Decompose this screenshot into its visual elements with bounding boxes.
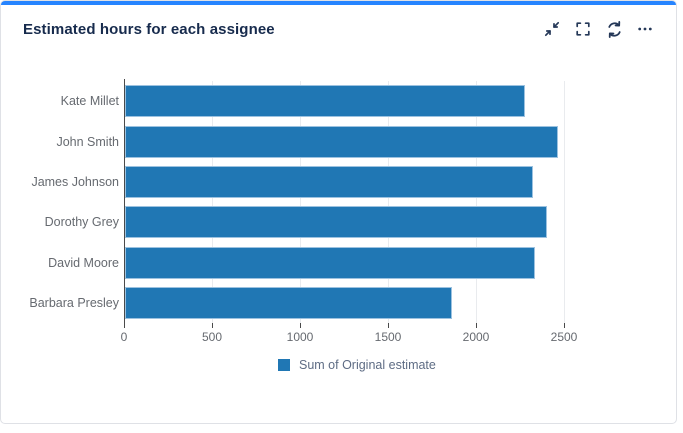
gridline xyxy=(212,81,213,323)
x-axis-tick xyxy=(564,323,565,328)
legend-swatch xyxy=(278,359,290,371)
x-axis-tick-label: 2500 xyxy=(550,330,578,344)
x-axis-tick xyxy=(476,323,477,328)
y-axis-category-label: John Smith xyxy=(56,134,119,149)
widget-actions xyxy=(543,20,654,38)
widget-title: Estimated hours for each assignee xyxy=(23,20,275,38)
x-axis-tick xyxy=(124,323,125,328)
x-axis-tick-label: 500 xyxy=(201,330,223,344)
x-axis-tick xyxy=(300,323,301,328)
y-axis-category-label: Kate Millet xyxy=(60,94,119,109)
y-axis-category-label: Dorothy Grey xyxy=(44,215,119,230)
gridline xyxy=(300,81,301,323)
bar-john-smith[interactable] xyxy=(125,125,558,158)
x-axis-tick xyxy=(212,323,213,328)
refresh-button[interactable] xyxy=(605,20,623,38)
collapse-icon xyxy=(544,21,560,37)
card-accent-bar xyxy=(1,1,676,5)
bar-david-moore[interactable] xyxy=(125,246,536,279)
x-axis-tick-label: 1500 xyxy=(374,330,402,344)
gridline xyxy=(476,81,477,323)
x-axis-tick-label: 0 xyxy=(120,330,128,344)
y-axis-category-label: David Moore xyxy=(48,255,119,270)
bar-dorothy-grey[interactable] xyxy=(125,206,548,239)
bar-chart: 0 500 1000 1500 2000 2500 Kate Millet John Smit… xyxy=(1,1,676,423)
gridline xyxy=(564,81,565,323)
bar-barbara-presley[interactable] xyxy=(125,287,453,320)
gridline xyxy=(388,81,389,323)
bar-kate-millet[interactable] xyxy=(125,85,525,118)
x-axis-tick xyxy=(388,323,389,328)
more-options-button[interactable] xyxy=(636,20,654,38)
bar-james-johnson[interactable] xyxy=(125,166,534,198)
chart-widget-card: Estimated hours for each assignee xyxy=(0,0,677,424)
widget-header: Estimated hours for each assignee xyxy=(23,18,654,40)
legend-label: Sum of Original estimate xyxy=(299,358,436,372)
x-axis-tick-label: 1000 xyxy=(286,330,314,344)
y-axis-line xyxy=(124,79,125,327)
y-axis-category-label: James Johnson xyxy=(31,175,119,189)
collapse-button[interactable] xyxy=(543,20,561,38)
fullscreen-button[interactable] xyxy=(574,20,592,38)
chart-legend[interactable]: Sum of Original estimate xyxy=(278,358,436,372)
y-axis-category-label: Barbara Presley xyxy=(29,296,119,311)
ellipsis-icon xyxy=(637,21,653,37)
x-axis-tick-label: 2000 xyxy=(462,330,490,344)
refresh-icon xyxy=(606,20,623,38)
fullscreen-icon xyxy=(575,21,591,37)
